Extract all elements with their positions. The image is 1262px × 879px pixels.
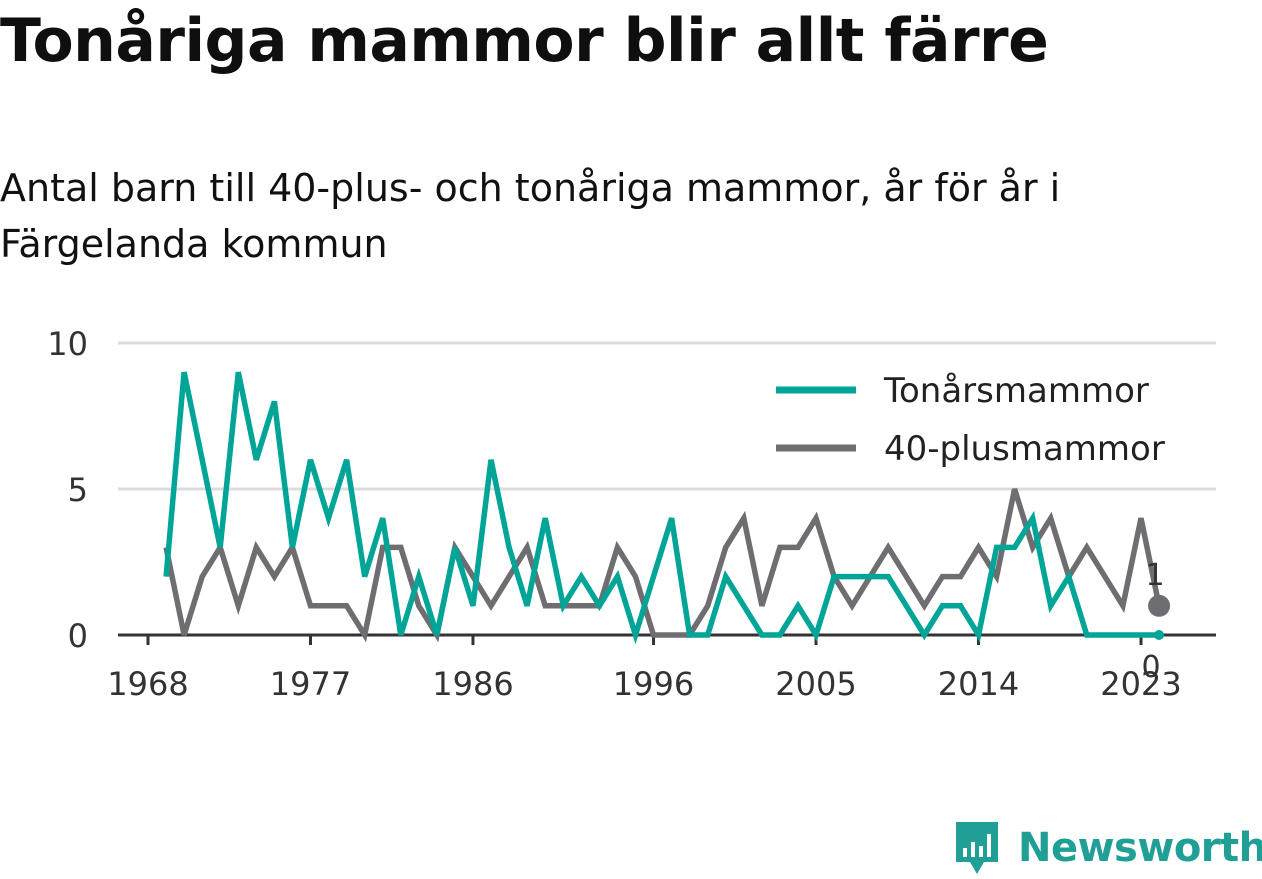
x-axis: 1968 1977 1986 1996 2005 2014 2023 xyxy=(107,633,1216,703)
chart-subtitle: Antal barn till 40-plus- och tonåriga ma… xyxy=(0,166,1061,266)
series-end-markers: 10 xyxy=(1142,558,1171,685)
series-line-tonarsmammor xyxy=(163,371,1160,645)
end-label-40-plusmammor: 1 xyxy=(1146,558,1165,593)
x-tick-label: 2005 xyxy=(775,665,856,703)
x-tick-label: 1968 xyxy=(107,665,188,703)
y-tick-label: 10 xyxy=(47,325,88,363)
series-lines xyxy=(163,371,1162,645)
x-tick-label: 1996 xyxy=(613,665,694,703)
brand: Newsworthy xyxy=(952,818,1262,878)
legend-label-40-plusmammor: 40-plusmammor xyxy=(884,429,1165,469)
gridlines xyxy=(118,341,1216,491)
brand-name: Newsworthy xyxy=(1018,825,1262,871)
series-line-40-plusmammor xyxy=(163,488,1162,643)
end-label-tonarsmammor: 0 xyxy=(1142,650,1161,685)
end-marker-40-plusmammor xyxy=(1148,594,1171,617)
chart-title: Tonåriga mammor blir allt färre xyxy=(0,6,1049,76)
x-tick-label: 1977 xyxy=(270,665,351,703)
x-tick-label: 2014 xyxy=(938,665,1019,703)
y-tick-label: 0 xyxy=(68,617,88,655)
x-tick-label: 2023 xyxy=(1100,665,1181,703)
legend-label-tonarsmammor: Tonårsmammor xyxy=(883,371,1149,411)
y-tick-label: 5 xyxy=(68,471,88,509)
legend: Tonårsmammor 40-plusmammor xyxy=(776,371,1165,469)
y-axis: 0 5 10 xyxy=(47,325,88,655)
end-marker-tonarsmammor xyxy=(1154,630,1165,640)
newsworthy-logo-icon xyxy=(956,822,998,874)
x-tick-label: 1986 xyxy=(432,665,513,703)
